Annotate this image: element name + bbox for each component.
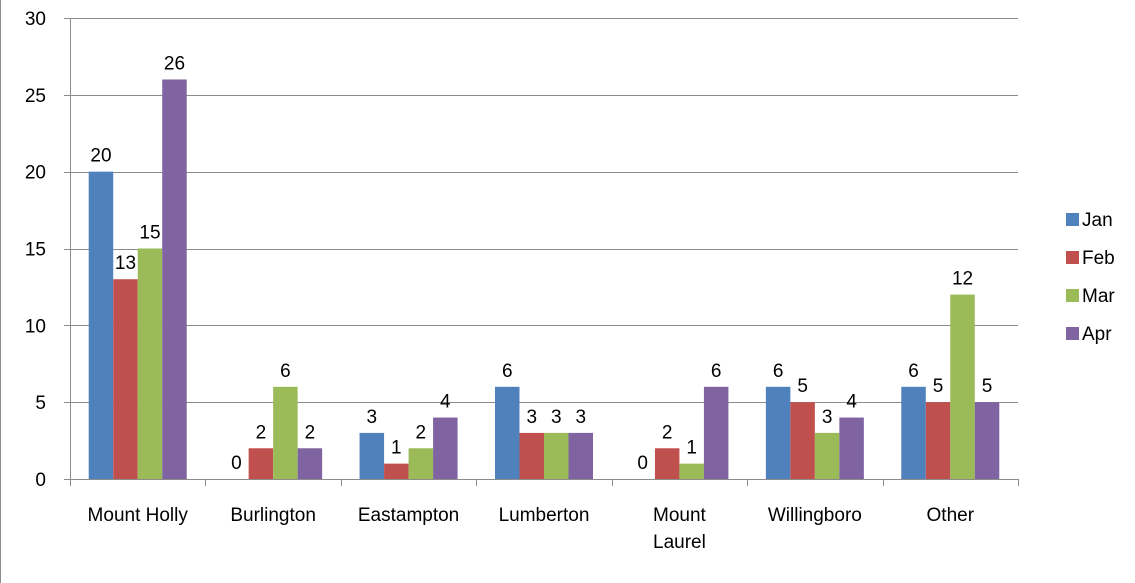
bar-mar-mount-laurel xyxy=(679,463,704,479)
bar-feb-willingboro xyxy=(790,402,815,479)
bar-mar-willingboro xyxy=(814,432,840,479)
category-label-mount-holly: Mount Holly xyxy=(88,505,189,526)
data-label-apr-other: 5 xyxy=(982,376,993,397)
bar-apr-willingboro xyxy=(839,417,864,479)
legend-label-mar: Mar xyxy=(1082,286,1115,307)
bar-feb-lumberton xyxy=(519,432,544,479)
data-label-apr-burlington: 2 xyxy=(305,422,316,443)
y-tick-label: 30 xyxy=(25,9,46,30)
data-label-feb-burlington: 2 xyxy=(256,422,267,443)
legend: Jan Feb Mar Apr xyxy=(1066,210,1115,345)
data-label-mar-other: 12 xyxy=(952,269,973,290)
data-label-feb-willingboro: 5 xyxy=(797,376,808,397)
bar-jan-eastampton xyxy=(359,432,385,479)
data-label-apr-eastampton: 4 xyxy=(440,392,451,413)
data-label-mar-mount-holly: 15 xyxy=(139,223,160,244)
legend-swatch-apr xyxy=(1066,327,1079,340)
data-label-feb-other: 5 xyxy=(933,376,944,397)
bar-jan-other xyxy=(901,386,926,479)
data-label-feb-eastampton: 1 xyxy=(391,438,402,459)
y-axis-ticks: 0 5 10 15 20 25 30 xyxy=(25,9,71,491)
bar-apr-lumberton xyxy=(568,432,593,479)
data-label-feb-mount-holly: 13 xyxy=(115,253,136,274)
bar-feb-other xyxy=(925,402,951,479)
bar-feb-burlington xyxy=(248,448,274,479)
y-tick-label: 20 xyxy=(25,163,46,184)
bar-mar-lumberton xyxy=(544,432,569,479)
legend-label-apr: Apr xyxy=(1082,324,1112,345)
legend-label-feb: Feb xyxy=(1082,248,1115,269)
data-label-feb-lumberton: 3 xyxy=(526,407,537,428)
data-label-jan-mount-holly: 20 xyxy=(90,146,111,167)
y-tick-label: 25 xyxy=(25,86,46,107)
bar-jan-lumberton xyxy=(495,386,520,479)
y-tick-label: 10 xyxy=(25,316,46,337)
y-tick-label: 15 xyxy=(25,240,46,261)
data-label-jan-mount-laurel: 0 xyxy=(637,453,648,474)
bar-apr-mount-holly xyxy=(162,79,187,479)
bar-apr-other xyxy=(974,402,1000,479)
bar-mar-eastampton xyxy=(408,448,434,479)
data-label-jan-lumberton: 6 xyxy=(502,361,513,382)
y-tick-label: 5 xyxy=(35,393,46,414)
data-label-feb-mount-laurel: 2 xyxy=(662,422,673,443)
bar-feb-eastampton xyxy=(384,463,409,479)
category-label-eastampton: Eastampton xyxy=(358,505,459,526)
data-label-jan-eastampton: 3 xyxy=(367,407,378,428)
data-label-mar-willingboro: 3 xyxy=(822,407,833,428)
x-axis xyxy=(64,479,1019,486)
bar-jan-mount-holly xyxy=(88,171,114,479)
data-label-apr-lumberton: 3 xyxy=(575,407,586,428)
category-label-burlington: Burlington xyxy=(230,505,316,526)
legend-swatch-feb xyxy=(1066,251,1079,264)
data-label-mar-eastampton: 2 xyxy=(416,422,427,443)
legend-swatch-jan xyxy=(1066,213,1079,226)
data-label-apr-mount-holly: 26 xyxy=(164,53,185,74)
data-label-jan-other: 6 xyxy=(908,361,919,382)
bar-feb-mount-holly xyxy=(113,279,138,479)
bars xyxy=(88,79,1000,479)
category-label-lumberton: Lumberton xyxy=(499,505,590,526)
category-label-mount-laurel: Mount Laurel xyxy=(653,505,707,553)
data-label-jan-willingboro: 6 xyxy=(773,361,784,382)
bar-apr-mount-laurel xyxy=(703,386,729,479)
category-label-other: Other xyxy=(927,505,975,526)
data-label-jan-burlington: 0 xyxy=(231,453,242,474)
data-label-mar-burlington: 6 xyxy=(280,361,291,382)
bar-feb-mount-laurel xyxy=(654,448,680,479)
bar-mar-burlington xyxy=(273,386,298,479)
bar-jan-willingboro xyxy=(765,386,791,479)
data-label-mar-mount-laurel: 1 xyxy=(686,438,697,459)
data-label-mar-lumberton: 3 xyxy=(551,407,562,428)
legend-swatch-mar xyxy=(1066,289,1079,302)
y-tick-label: 0 xyxy=(35,470,46,491)
bar-apr-burlington xyxy=(297,448,323,479)
data-label-apr-willingboro: 4 xyxy=(846,392,857,413)
legend-label-jan: Jan xyxy=(1082,210,1113,231)
data-label-apr-mount-laurel: 6 xyxy=(711,361,722,382)
bar-apr-eastampton xyxy=(433,417,458,479)
category-label-willingboro: Willingboro xyxy=(768,505,862,526)
gridlines xyxy=(70,18,1018,403)
bar-mar-other xyxy=(950,294,975,479)
bar-mar-mount-holly xyxy=(137,248,163,479)
category-labels: Mount Holly Burlington Eastampton Lumberton… xyxy=(88,505,975,553)
